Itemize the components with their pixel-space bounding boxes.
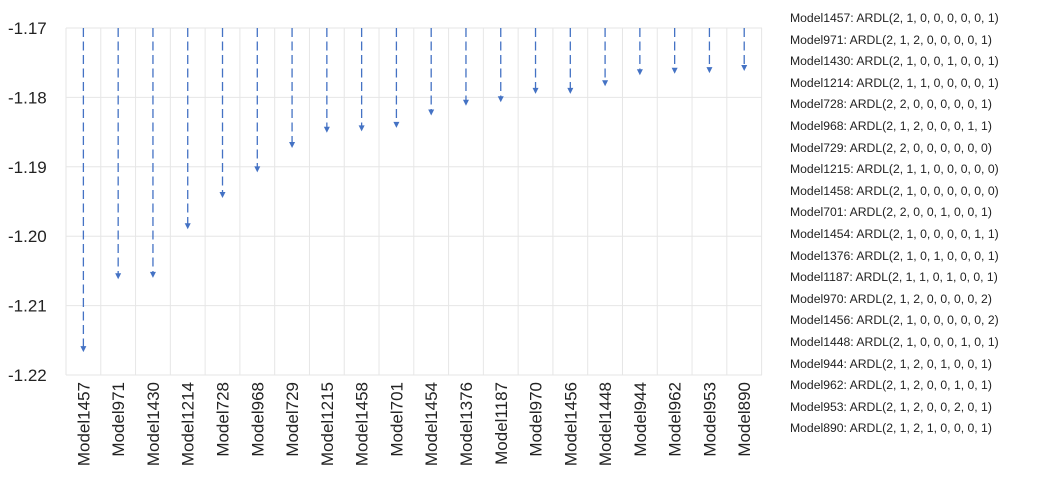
bar bbox=[671, 28, 678, 74]
x-tick-label: Model1430 bbox=[144, 382, 163, 466]
y-tick-label: -1.20 bbox=[8, 227, 47, 246]
bar-arrowhead bbox=[254, 166, 261, 173]
bar-arrowhead bbox=[532, 87, 539, 94]
x-tick-label: Model1456 bbox=[561, 382, 580, 466]
bar bbox=[393, 28, 400, 128]
y-tick-label: -1.17 bbox=[8, 19, 47, 38]
x-tick-label: Model1457 bbox=[74, 382, 93, 466]
bars bbox=[80, 28, 748, 353]
bar bbox=[497, 28, 504, 103]
x-tick-label: Model953 bbox=[700, 382, 719, 457]
x-tick-label: Model1215 bbox=[318, 382, 337, 466]
bar bbox=[184, 28, 191, 230]
y-tick-label: -1.19 bbox=[8, 158, 47, 177]
x-tick-label: Model1214 bbox=[179, 382, 198, 466]
x-tick-label: Model701 bbox=[387, 382, 406, 457]
y-tick-label: -1.21 bbox=[8, 297, 47, 316]
legend-entry: Model1448: ARDL(2, 1, 0, 0, 0, 1, 0, 1) bbox=[790, 334, 999, 349]
legend-entry: Model1456: ARDL(2, 1, 0, 0, 0, 0, 0, 2) bbox=[790, 313, 999, 328]
legend-entry: Model944: ARDL(2, 1, 2, 0, 1, 0, 0, 1) bbox=[790, 356, 992, 371]
legend: Model1457: ARDL(2, 1, 0, 0, 0, 0, 0, 1) M… bbox=[790, 8, 1038, 440]
bar-arrowhead bbox=[741, 65, 748, 72]
bar-arrowhead bbox=[358, 125, 365, 132]
legend-entry: Model1214: ARDL(2, 1, 1, 0, 0, 0, 0, 1) bbox=[790, 75, 999, 90]
bar bbox=[289, 28, 296, 149]
legend-entry: Model728: ARDL(2, 2, 0, 0, 0, 0, 0, 1) bbox=[790, 97, 992, 112]
legend-entry: Model1187: ARDL(2, 1, 1, 0, 1, 0, 0, 1) bbox=[790, 270, 998, 285]
x-tick-label: Model968 bbox=[248, 382, 267, 457]
x-tick-label: Model962 bbox=[666, 382, 685, 457]
legend-entry: Model953: ARDL(2, 1, 2, 0, 0, 2, 0, 1) bbox=[790, 399, 992, 414]
y-axis: -1.17 -1.18 -1.19 -1.20 -1.21 -1.22 bbox=[8, 19, 47, 385]
legend-entry: Model701: ARDL(2, 2, 0, 0, 1, 0, 0, 1) bbox=[790, 205, 992, 220]
x-tick-label: Model728 bbox=[214, 382, 233, 457]
bar-arrowhead bbox=[602, 80, 609, 87]
legend-entry: Model890: ARDL(2, 1, 2, 1, 0, 0, 0, 1) bbox=[790, 421, 992, 436]
x-tick-label: Model970 bbox=[527, 382, 546, 457]
x-tick-label: Model729 bbox=[283, 382, 302, 457]
x-tick-label: Model890 bbox=[735, 382, 754, 457]
bar bbox=[254, 28, 261, 173]
legend-entry: Model1458: ARDL(2, 1, 0, 0, 0, 0, 0, 0) bbox=[790, 183, 999, 198]
x-tick-label: Model1458 bbox=[353, 382, 372, 466]
bar-arrowhead bbox=[706, 67, 713, 74]
x-tick-label: Model1454 bbox=[422, 382, 441, 466]
bar bbox=[706, 28, 713, 74]
bar-arrowhead bbox=[80, 346, 87, 353]
bar bbox=[219, 28, 226, 199]
bar-arrowhead bbox=[567, 87, 574, 94]
y-tick-label: -1.22 bbox=[8, 366, 47, 385]
bar bbox=[115, 28, 122, 280]
legend-entry: Model1454: ARDL(2, 1, 0, 0, 0, 0, 1, 1) bbox=[790, 226, 999, 241]
legend-entry: Model1215: ARDL(2, 1, 1, 0, 0, 0, 0, 0) bbox=[790, 162, 999, 177]
bar-arrowhead bbox=[428, 109, 435, 116]
legend-entry: Model971: ARDL(2, 1, 2, 0, 0, 0, 0, 1) bbox=[790, 32, 992, 47]
bar-arrowhead bbox=[115, 273, 122, 280]
x-tick-label: Model971 bbox=[109, 382, 128, 457]
bar-arrowhead bbox=[184, 223, 191, 230]
legend-entry: Model970: ARDL(2, 1, 2, 0, 0, 0, 0, 2) bbox=[790, 291, 992, 306]
bar bbox=[358, 28, 365, 132]
x-tick-label: Model1376 bbox=[457, 382, 476, 466]
x-tick-label: Model1187 bbox=[492, 382, 511, 465]
legend-entry: Model1430: ARDL(2, 1, 0, 0, 1, 0, 0, 1) bbox=[790, 54, 999, 69]
x-tick-label: Model944 bbox=[631, 382, 650, 457]
bar-arrowhead bbox=[462, 99, 469, 106]
bar bbox=[602, 28, 609, 87]
bar bbox=[323, 28, 330, 133]
bar-arrowhead bbox=[149, 271, 156, 278]
bar bbox=[149, 28, 156, 278]
bar-arrowhead bbox=[289, 142, 296, 149]
bar-arrowhead bbox=[323, 126, 330, 133]
bar bbox=[636, 28, 643, 76]
legend-entry: Model729: ARDL(2, 2, 0, 0, 0, 0, 0, 0) bbox=[790, 140, 992, 155]
legend-entry: Model968: ARDL(2, 1, 2, 0, 0, 0, 1, 1) bbox=[790, 118, 992, 133]
bar-arrowhead bbox=[497, 96, 504, 103]
x-tick-label: Model1448 bbox=[596, 382, 615, 466]
chart: -1.17 -1.18 -1.19 -1.20 -1.21 -1.22 Model1457… bbox=[8, 19, 763, 466]
bar bbox=[567, 28, 574, 94]
bar bbox=[462, 28, 469, 106]
x-axis: Model1457 Model971 Model1430 Model1214 Model… bbox=[74, 382, 754, 466]
bar bbox=[428, 28, 435, 116]
bar-arrowhead bbox=[219, 192, 226, 199]
y-tick-label: -1.18 bbox=[8, 88, 47, 107]
bar-arrowhead bbox=[393, 121, 400, 128]
bar bbox=[80, 28, 87, 353]
legend-entry: Model962: ARDL(2, 1, 2, 0, 0, 1, 0, 1) bbox=[790, 378, 992, 393]
legend-entry: Model1376: ARDL(2, 1, 0, 1, 0, 0, 0, 1) bbox=[790, 248, 999, 263]
legend-entry: Model1457: ARDL(2, 1, 0, 0, 0, 0, 0, 1) bbox=[790, 11, 999, 25]
bar-arrowhead bbox=[671, 67, 678, 74]
bar-arrowhead bbox=[636, 69, 643, 76]
gridlines bbox=[65, 27, 763, 376]
bar bbox=[741, 28, 748, 72]
bar bbox=[532, 28, 539, 94]
